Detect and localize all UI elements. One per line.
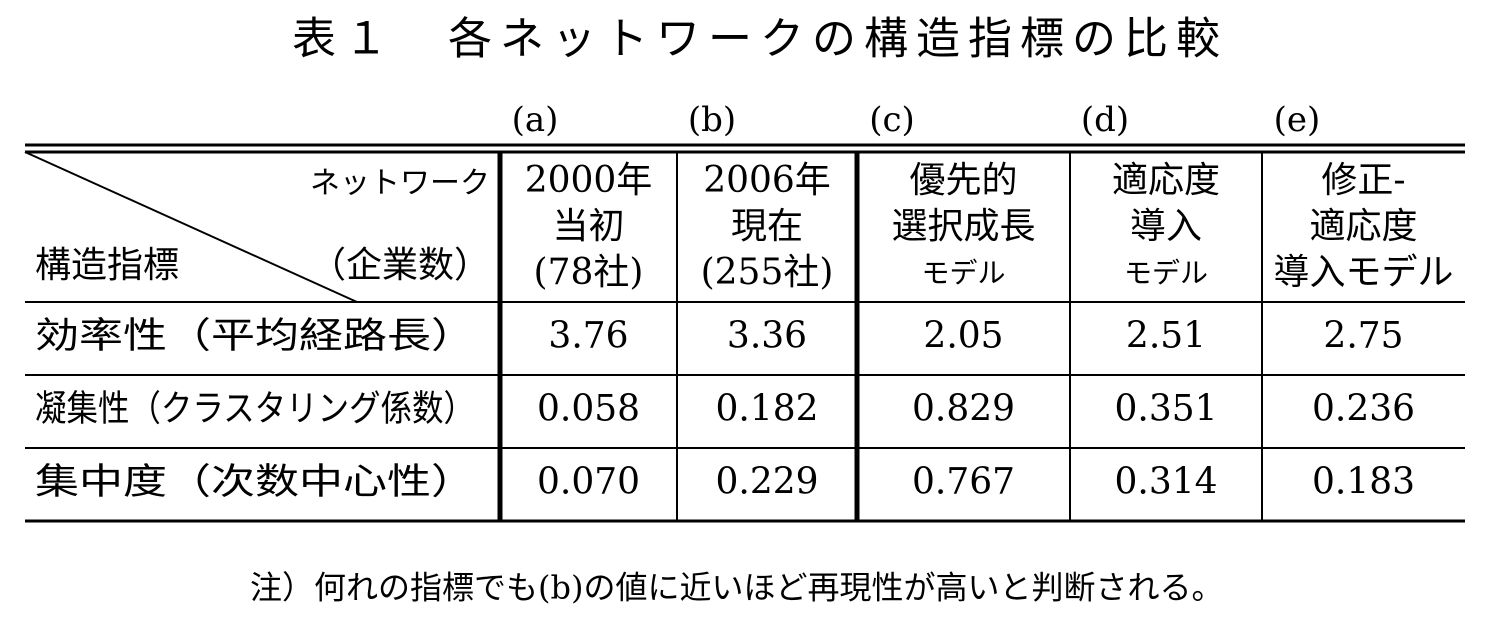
column-label: (b) [688,100,736,140]
cell-value: 0.767 [912,462,1015,503]
cell-value: 3.36 [727,316,807,357]
column-header: 導入モデル [1273,252,1453,293]
cell-value: 0.229 [715,462,818,503]
corner-indicator: 構造指標 [35,245,179,286]
note: 注）何れの指標でも(b)の値に近いほど再現性が高いと判断される。 [250,569,1223,607]
cell-value: 0.183 [1312,462,1415,503]
cell-value: 0.829 [912,389,1015,430]
column-header: モデル [1124,257,1208,290]
column-header: 当初 [552,206,624,247]
column-header: 適応度 [1309,206,1417,247]
cell-value: 0.070 [537,462,640,503]
column-header: モデル [921,257,1005,290]
cell-value: 0.236 [1312,389,1415,430]
cell-value: 2.75 [1323,316,1403,357]
column-header: 2000年 [525,160,653,201]
column-header: (78社) [534,252,644,293]
corner-count: （企業数） [310,245,490,286]
cell-value: 0.182 [715,389,818,430]
column-header: 2006年 [703,160,831,201]
column-header: (255社) [701,252,834,293]
column-header: 修正- [1321,160,1405,201]
row-label: 集中度（次数中心性） [35,462,475,503]
column-header: 適応度 [1112,160,1220,201]
column-header: 選択成長 [891,206,1035,247]
column-label: (e) [1274,100,1321,140]
title: 表１ 各ネットワークの構造指標の比較 [292,14,1228,65]
cell-value: 0.058 [537,389,640,430]
diagonal [24,151,358,303]
column-label: (d) [1081,100,1129,140]
column-label: (c) [869,100,915,140]
row-label: 凝集性（クラスタリング係数） [35,389,475,430]
cell-value: 0.351 [1114,389,1217,430]
row-label: 効率性（平均経路長） [35,316,475,357]
cell-value: 2.05 [923,316,1003,357]
column-header: 現在 [731,206,803,247]
column-header: 導入 [1130,206,1202,247]
cell-value: 0.314 [1114,462,1217,503]
column-label: (a) [512,100,559,140]
cell-value: 2.51 [1126,316,1206,357]
cell-value: 3.76 [548,316,628,357]
corner-network: ネットワーク [310,166,490,201]
column-header: 優先的 [909,160,1017,201]
